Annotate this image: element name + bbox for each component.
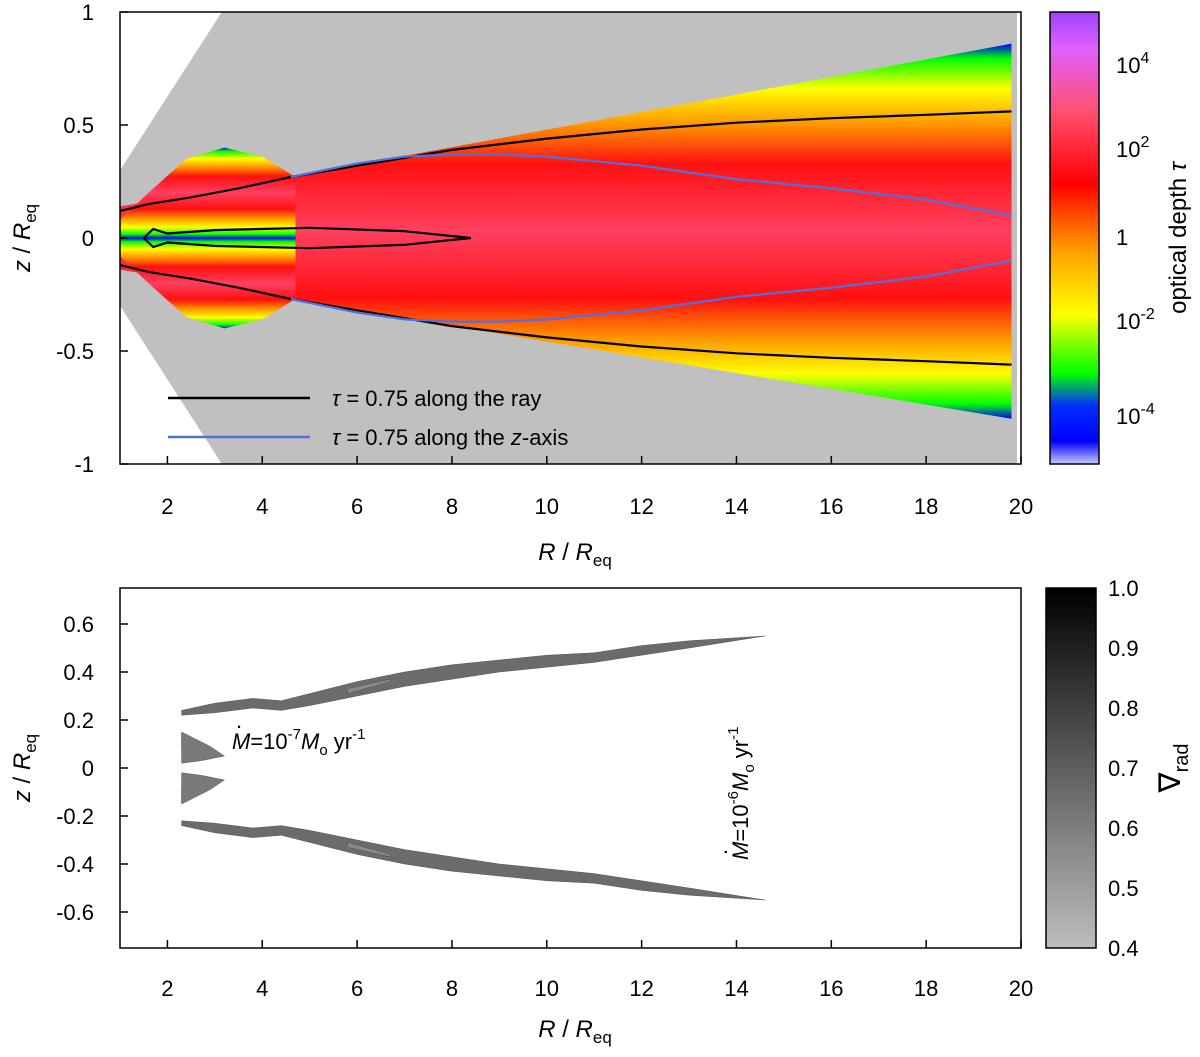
- colorbar-label-bottom: ∇rad: [1154, 744, 1193, 794]
- cbar-tick-label: 0.4: [1108, 936, 1139, 961]
- colorbar-frame-top: [1049, 11, 1100, 465]
- x-tick-label: 14: [724, 976, 748, 1001]
- tau-contour-upper-0: [120, 110, 1012, 212]
- y-tick-label: 0.6: [63, 612, 94, 637]
- x-ticks-top: 2 4 6 8 10 12 14 16 18 20: [161, 456, 1033, 519]
- axes-frame-bottom: [119, 587, 1022, 949]
- nabla-regions: [181, 635, 765, 901]
- optical-depth-panel: 2 4 6 8 10 12 14 16 18 20 1 0.5 0 -0.5 -1 τ = 0.75 al…: [9, 0, 1192, 570]
- y-axis-label-top: z / Req: [9, 204, 40, 273]
- x-tick-label: 12: [629, 976, 653, 1001]
- annotation-mdot-high: M=10-6Mo yr-1 .: [707, 727, 758, 860]
- x-tick-label: 8: [446, 976, 458, 1001]
- y-tick-label: 0: [82, 226, 94, 251]
- annotation-dot-low: .: [236, 708, 242, 733]
- x-tick-label: 2: [161, 976, 173, 1001]
- y-tick-label: 0.5: [63, 113, 94, 138]
- colorbar-ticks-top: 104 102 1 10-2 10-4: [1116, 50, 1155, 429]
- x-tick-label: 12: [629, 494, 653, 519]
- x-axis-label-bottom: R / Req: [538, 1016, 612, 1047]
- x-tick-label: 6: [351, 494, 363, 519]
- cbar-tick-10e4: 104: [1116, 50, 1149, 78]
- x-tick-label: 6: [351, 976, 363, 1001]
- y-tick-label: 0.2: [63, 708, 94, 733]
- x-tick-label: 10: [535, 976, 559, 1001]
- x-tick-label: 2: [161, 494, 173, 519]
- y-tick-label: 0: [82, 756, 94, 781]
- upper-band-mirror: [181, 820, 765, 901]
- colorbar-frame-bottom: [1045, 587, 1097, 949]
- x-tick-label: 4: [256, 976, 268, 1001]
- x-tick-label: 20: [1009, 976, 1033, 1001]
- annotation-mdot-low: M=10-7Mo yr-1: [232, 726, 365, 759]
- colorbar-top: [1050, 12, 1099, 464]
- y-tick-label: -0.6: [56, 900, 94, 925]
- y-tick-label: 0.4: [63, 660, 94, 685]
- cbar-tick-1: 1: [1116, 225, 1128, 250]
- y-axis-label-bottom: z / Req: [9, 734, 40, 803]
- inner-lower-mirror: [181, 731, 225, 764]
- y-tick-label: -0.5: [56, 339, 94, 364]
- cbar-tick-10e-4: 10-4: [1116, 401, 1155, 429]
- inner-bulge-lower: [120, 238, 296, 329]
- y-tick-label: -1: [74, 452, 94, 477]
- y-tick-label: -0.4: [56, 852, 94, 877]
- x-tick-label: 16: [819, 976, 843, 1001]
- colorbar-bottom: [1046, 588, 1096, 948]
- tau-contours: [120, 110, 1012, 366]
- x-axis-label-top: R / Req: [538, 539, 612, 570]
- colorbar-label-top: optical depth τ: [1165, 160, 1192, 314]
- x-tick-label: 18: [914, 976, 938, 1001]
- cbar-tick-label: 0.8: [1108, 696, 1139, 721]
- x-tick-label: 20: [1009, 494, 1033, 519]
- y-ticks-top: 1 0.5 0 -0.5 -1: [56, 0, 128, 477]
- cbar-tick-label: 0.6: [1108, 816, 1139, 841]
- upper-flap: [347, 678, 391, 694]
- x-tick-label: 10: [535, 494, 559, 519]
- x-tick-label: 4: [256, 494, 268, 519]
- svg-text:M=10-6Mo yr-1: M=10-6Mo yr-1: [725, 727, 758, 860]
- colorbar-ticks-bottom: 1.0 0.9 0.8 0.7 0.6 0.5 0.4: [1108, 576, 1139, 961]
- svg-text:.: .: [707, 849, 732, 855]
- legend: τ = 0.75 along the ray τ = 0.75 along th…: [168, 386, 568, 450]
- x-tick-label: 16: [819, 494, 843, 519]
- upper-flap-mirror: [347, 842, 391, 858]
- cbar-tick-label: 0.9: [1108, 636, 1139, 661]
- cbar-tick-10e2: 102: [1116, 134, 1149, 162]
- cbar-tick-10e-2: 10-2: [1116, 306, 1155, 334]
- legend-label-ray: τ = 0.75 along the ray: [332, 386, 541, 411]
- y-ticks-bottom: 0.6 0.4 0.2 0 -0.2 -0.4 -0.6: [56, 612, 128, 925]
- tau-contour-lower-0: [120, 264, 1012, 366]
- inner-lower: [181, 772, 225, 805]
- x-tick-label: 14: [724, 494, 748, 519]
- tau-contour-lower-1: [290, 259, 1012, 323]
- tau-inner-loop: [142, 226, 472, 250]
- cbar-tick-label: 0.7: [1108, 756, 1139, 781]
- disk-optical-depth-region: [120, 43, 1012, 419]
- x-tick-label: 8: [446, 494, 458, 519]
- cbar-tick-label: 1.0: [1108, 576, 1139, 601]
- y-tick-label: -0.2: [56, 804, 94, 829]
- x-tick-label: 18: [914, 494, 938, 519]
- right-edge-strip: [1017, 12, 1021, 464]
- x-ticks-bottom: 2 4 6 8 10 12 14 16 18 20: [161, 940, 1033, 1001]
- cbar-tick-label: 0.5: [1108, 876, 1139, 901]
- nabla-rad-panel: 2 4 6 8 10 12 14 16 18 20 0.60.40.20-0.2-0.4-0.6 …: [9, 576, 1193, 1047]
- inner-bulge-upper: [120, 147, 296, 238]
- legend-label-zaxis: τ = 0.75 along the z-axis: [332, 425, 568, 450]
- upper-band: [181, 635, 765, 716]
- y-tick-label: 1: [82, 0, 94, 25]
- tau-contour-upper-1: [290, 153, 1012, 217]
